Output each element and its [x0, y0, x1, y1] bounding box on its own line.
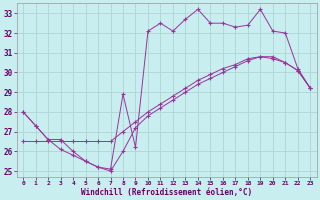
X-axis label: Windchill (Refroidissement éolien,°C): Windchill (Refroidissement éolien,°C) [81, 188, 252, 197]
